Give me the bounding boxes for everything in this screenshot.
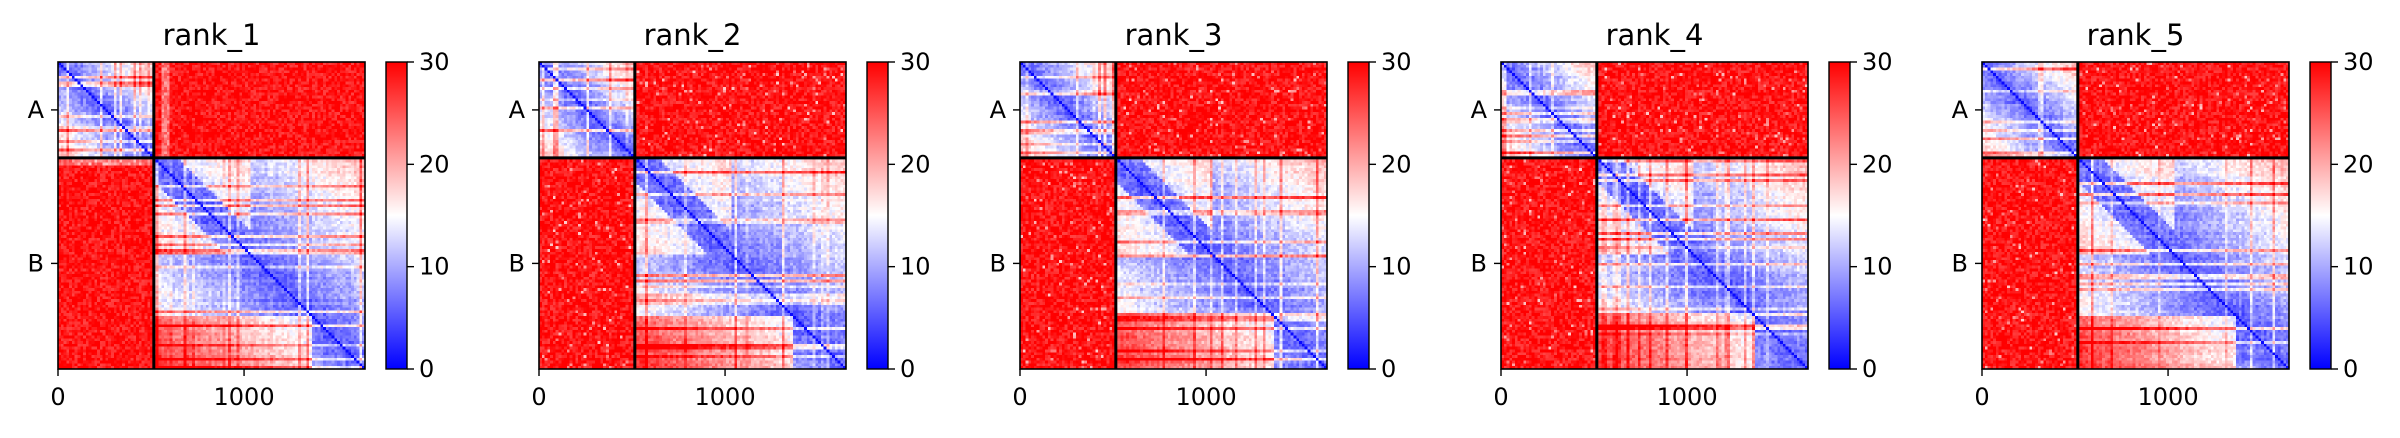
pae-heatmap: [1982, 62, 2289, 369]
colorbar-tick-label: 10: [900, 253, 931, 281]
x-tick-label: 1000: [695, 383, 756, 411]
colorbar-tick-label: 0: [2343, 355, 2358, 383]
y-tick-label: A: [990, 96, 1007, 124]
colorbar: [2309, 61, 2332, 370]
chart-panel-5: rank_5 A B 0 1000 0 10 20 30: [1952, 18, 2374, 411]
chart-title: rank_3: [1125, 18, 1223, 52]
y-tick-label: A: [1952, 96, 1969, 124]
colorbar-tick-label: 10: [1862, 253, 1893, 281]
heatmap-frame: [1981, 61, 2290, 370]
heatmap-frame: [57, 61, 366, 370]
y-tick-label: A: [28, 96, 45, 124]
x-tick-label: 1000: [1657, 383, 1718, 411]
x-tick-label: 0: [531, 383, 546, 411]
colorbar-tick-label: 20: [1381, 150, 1412, 178]
colorbar-tick-label: 30: [2343, 48, 2374, 76]
chart-panel-4: rank_4 A B 0 1000 0 10 20 30: [1471, 18, 1893, 411]
x-tick-label: 0: [1012, 383, 1027, 411]
x-tick-label: 1000: [1176, 383, 1237, 411]
colorbar-tick-label: 30: [1381, 48, 1412, 76]
y-tick-label: A: [509, 96, 526, 124]
heatmap-frame: [1019, 61, 1328, 370]
y-tick-label: A: [1471, 96, 1488, 124]
y-tick-label: B: [28, 249, 44, 277]
colorbar-tick-label: 10: [419, 253, 450, 281]
chart-title: rank_4: [1606, 18, 1704, 52]
colorbar-tick-label: 20: [1862, 150, 1893, 178]
y-tick-label: B: [990, 249, 1006, 277]
x-tick-label: 1000: [2138, 383, 2199, 411]
pae-heatmap: [1501, 62, 1808, 369]
colorbar-tick-label: 0: [1381, 355, 1396, 383]
colorbar: [866, 61, 889, 370]
colorbar-tick-label: 30: [1862, 48, 1893, 76]
heatmap-frame: [538, 61, 847, 370]
colorbar-tick-label: 0: [419, 355, 434, 383]
colorbar-tick-label: 10: [1381, 253, 1412, 281]
pae-heatmap: [58, 62, 365, 369]
y-tick-label: B: [509, 249, 525, 277]
colorbar-tick-label: 20: [900, 150, 931, 178]
colorbar: [1828, 61, 1851, 370]
x-tick-label: 1000: [214, 383, 275, 411]
x-tick-label: 0: [1493, 383, 1508, 411]
pae-heatmap: [539, 62, 846, 369]
colorbar-tick-label: 20: [2343, 150, 2374, 178]
chart-panel-1: rank_1 A B 0 1000 0 10 20 30: [28, 18, 450, 411]
colorbar-tick-label: 30: [900, 48, 931, 76]
heatmap-frame: [1500, 61, 1809, 370]
pae-heatmap: [1020, 62, 1327, 369]
x-tick-label: 0: [50, 383, 65, 411]
y-tick-label: B: [1471, 249, 1487, 277]
colorbar-tick-label: 0: [900, 355, 915, 383]
colorbar: [385, 61, 408, 370]
colorbar-tick-label: 0: [1862, 355, 1877, 383]
colorbar: [1347, 61, 1370, 370]
colorbar-tick-label: 10: [2343, 253, 2374, 281]
chart-title: rank_5: [2087, 18, 2185, 52]
colorbar-tick-label: 30: [419, 48, 450, 76]
x-tick-label: 0: [1974, 383, 1989, 411]
chart-panel-3: rank_3 A B 0 1000 0 10 20 30: [990, 18, 1412, 411]
chart-panel-2: rank_2 A B 0 1000 0 10 20 30: [509, 18, 931, 411]
chart-title: rank_1: [163, 18, 261, 52]
chart-title: rank_2: [644, 18, 742, 52]
y-tick-label: B: [1952, 249, 1968, 277]
colorbar-tick-label: 20: [419, 150, 450, 178]
